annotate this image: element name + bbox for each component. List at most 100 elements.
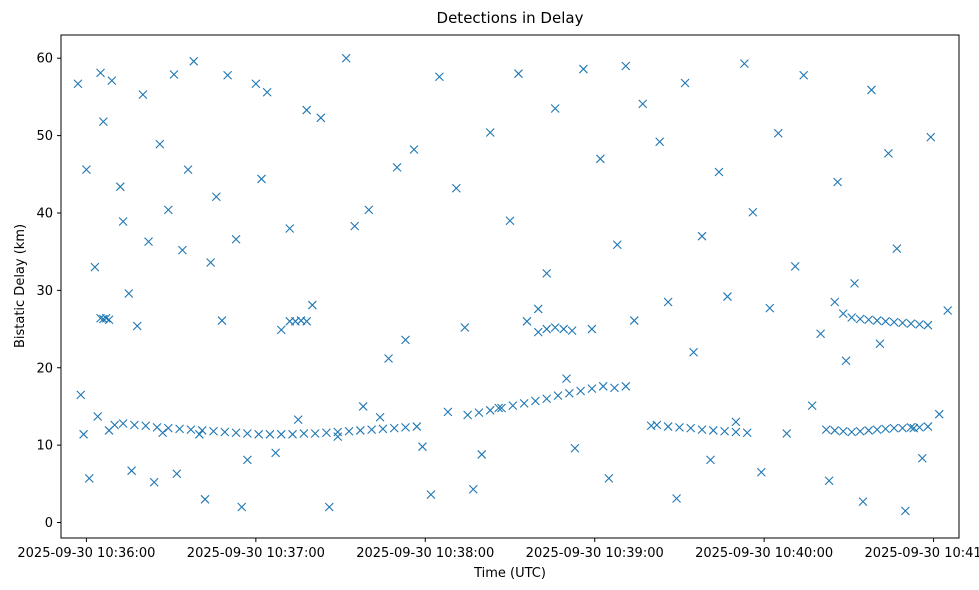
data-point bbox=[412, 422, 422, 431]
data-point bbox=[341, 53, 351, 63]
data-point bbox=[477, 450, 487, 459]
data-point bbox=[206, 258, 216, 267]
data-point bbox=[497, 403, 506, 413]
data-point bbox=[384, 354, 393, 363]
data-point bbox=[742, 428, 752, 438]
data-point bbox=[130, 420, 139, 430]
data-point bbox=[652, 420, 662, 430]
data-point bbox=[333, 427, 343, 437]
x-tick-label: 2025-09-30 10:41:00 bbox=[865, 546, 979, 561]
data-point bbox=[276, 325, 286, 335]
data-point bbox=[714, 167, 724, 177]
data-point bbox=[533, 327, 543, 337]
data-point bbox=[302, 316, 312, 326]
data-point bbox=[663, 297, 673, 307]
data-point bbox=[163, 423, 173, 433]
data-point bbox=[82, 165, 91, 175]
data-point bbox=[178, 245, 187, 255]
data-point bbox=[98, 117, 108, 127]
data-point bbox=[731, 417, 741, 427]
data-point bbox=[621, 381, 631, 391]
data-point bbox=[567, 326, 577, 335]
data-point bbox=[686, 423, 696, 433]
data-point bbox=[595, 154, 605, 164]
data-point bbox=[409, 145, 419, 154]
data-point bbox=[401, 335, 410, 345]
data-point bbox=[900, 506, 910, 516]
data-point bbox=[553, 391, 563, 401]
data-point bbox=[474, 408, 484, 418]
data-point bbox=[531, 396, 540, 406]
y-tick-label: 40 bbox=[36, 206, 53, 221]
chart-title: Detections in Delay bbox=[437, 9, 584, 27]
data-point bbox=[231, 234, 241, 244]
data-point bbox=[251, 79, 261, 89]
data-point bbox=[867, 85, 876, 95]
data-point bbox=[93, 412, 103, 421]
data-point bbox=[183, 165, 193, 175]
data-point bbox=[378, 424, 388, 434]
data-point bbox=[892, 244, 902, 253]
data-point bbox=[220, 427, 230, 437]
data-point bbox=[906, 422, 916, 432]
data-point bbox=[934, 409, 944, 419]
x-tick-label: 2025-09-30 10:36:00 bbox=[17, 546, 155, 561]
data-point bbox=[680, 78, 690, 88]
data-point bbox=[110, 420, 120, 430]
data-point bbox=[612, 240, 622, 250]
data-point bbox=[799, 70, 809, 80]
data-point bbox=[169, 70, 179, 79]
data-point bbox=[310, 429, 320, 438]
data-point bbox=[872, 316, 882, 325]
data-point bbox=[344, 426, 354, 436]
y-tick-label: 30 bbox=[36, 284, 53, 299]
data-point bbox=[127, 466, 136, 476]
data-point bbox=[514, 69, 523, 79]
data-point bbox=[898, 318, 907, 328]
data-point bbox=[367, 425, 377, 435]
data-point bbox=[375, 412, 385, 422]
data-point bbox=[350, 221, 360, 231]
data-point bbox=[675, 422, 684, 432]
data-point bbox=[917, 453, 927, 463]
data-point bbox=[316, 113, 326, 123]
data-point bbox=[463, 410, 473, 420]
data-point bbox=[460, 323, 470, 332]
data-point bbox=[79, 429, 88, 439]
data-point bbox=[124, 289, 134, 298]
data-point bbox=[186, 425, 196, 435]
data-point bbox=[638, 99, 648, 109]
data-point bbox=[138, 90, 148, 99]
data-point bbox=[115, 182, 125, 192]
data-point bbox=[720, 426, 730, 436]
data-point bbox=[697, 425, 707, 435]
data-point bbox=[533, 304, 543, 314]
data-point bbox=[943, 306, 953, 315]
x-axis-label: Time (UTC) bbox=[473, 566, 546, 581]
data-point bbox=[485, 128, 495, 137]
data-point bbox=[570, 443, 580, 453]
y-tick-label: 50 bbox=[36, 129, 53, 144]
data-point bbox=[257, 174, 266, 184]
data-point bbox=[364, 205, 374, 215]
data-point bbox=[107, 76, 117, 86]
data-point bbox=[132, 321, 142, 331]
y-tick-label: 10 bbox=[36, 439, 53, 454]
data-point bbox=[84, 474, 94, 483]
data-point bbox=[610, 383, 619, 393]
data-point bbox=[485, 405, 495, 415]
y-axis: 0 10 20 30 40 50 60 bbox=[36, 52, 61, 531]
data-point bbox=[872, 425, 882, 435]
data-point bbox=[451, 183, 461, 193]
data-point bbox=[197, 426, 207, 435]
plot-frame bbox=[60, 34, 960, 539]
data-point bbox=[850, 279, 859, 288]
data-point bbox=[875, 339, 885, 349]
data-point bbox=[587, 384, 597, 394]
data-point bbox=[542, 394, 552, 404]
data-point bbox=[494, 403, 504, 413]
data-point bbox=[739, 59, 749, 69]
data-point bbox=[697, 231, 707, 241]
data-point bbox=[211, 192, 221, 202]
